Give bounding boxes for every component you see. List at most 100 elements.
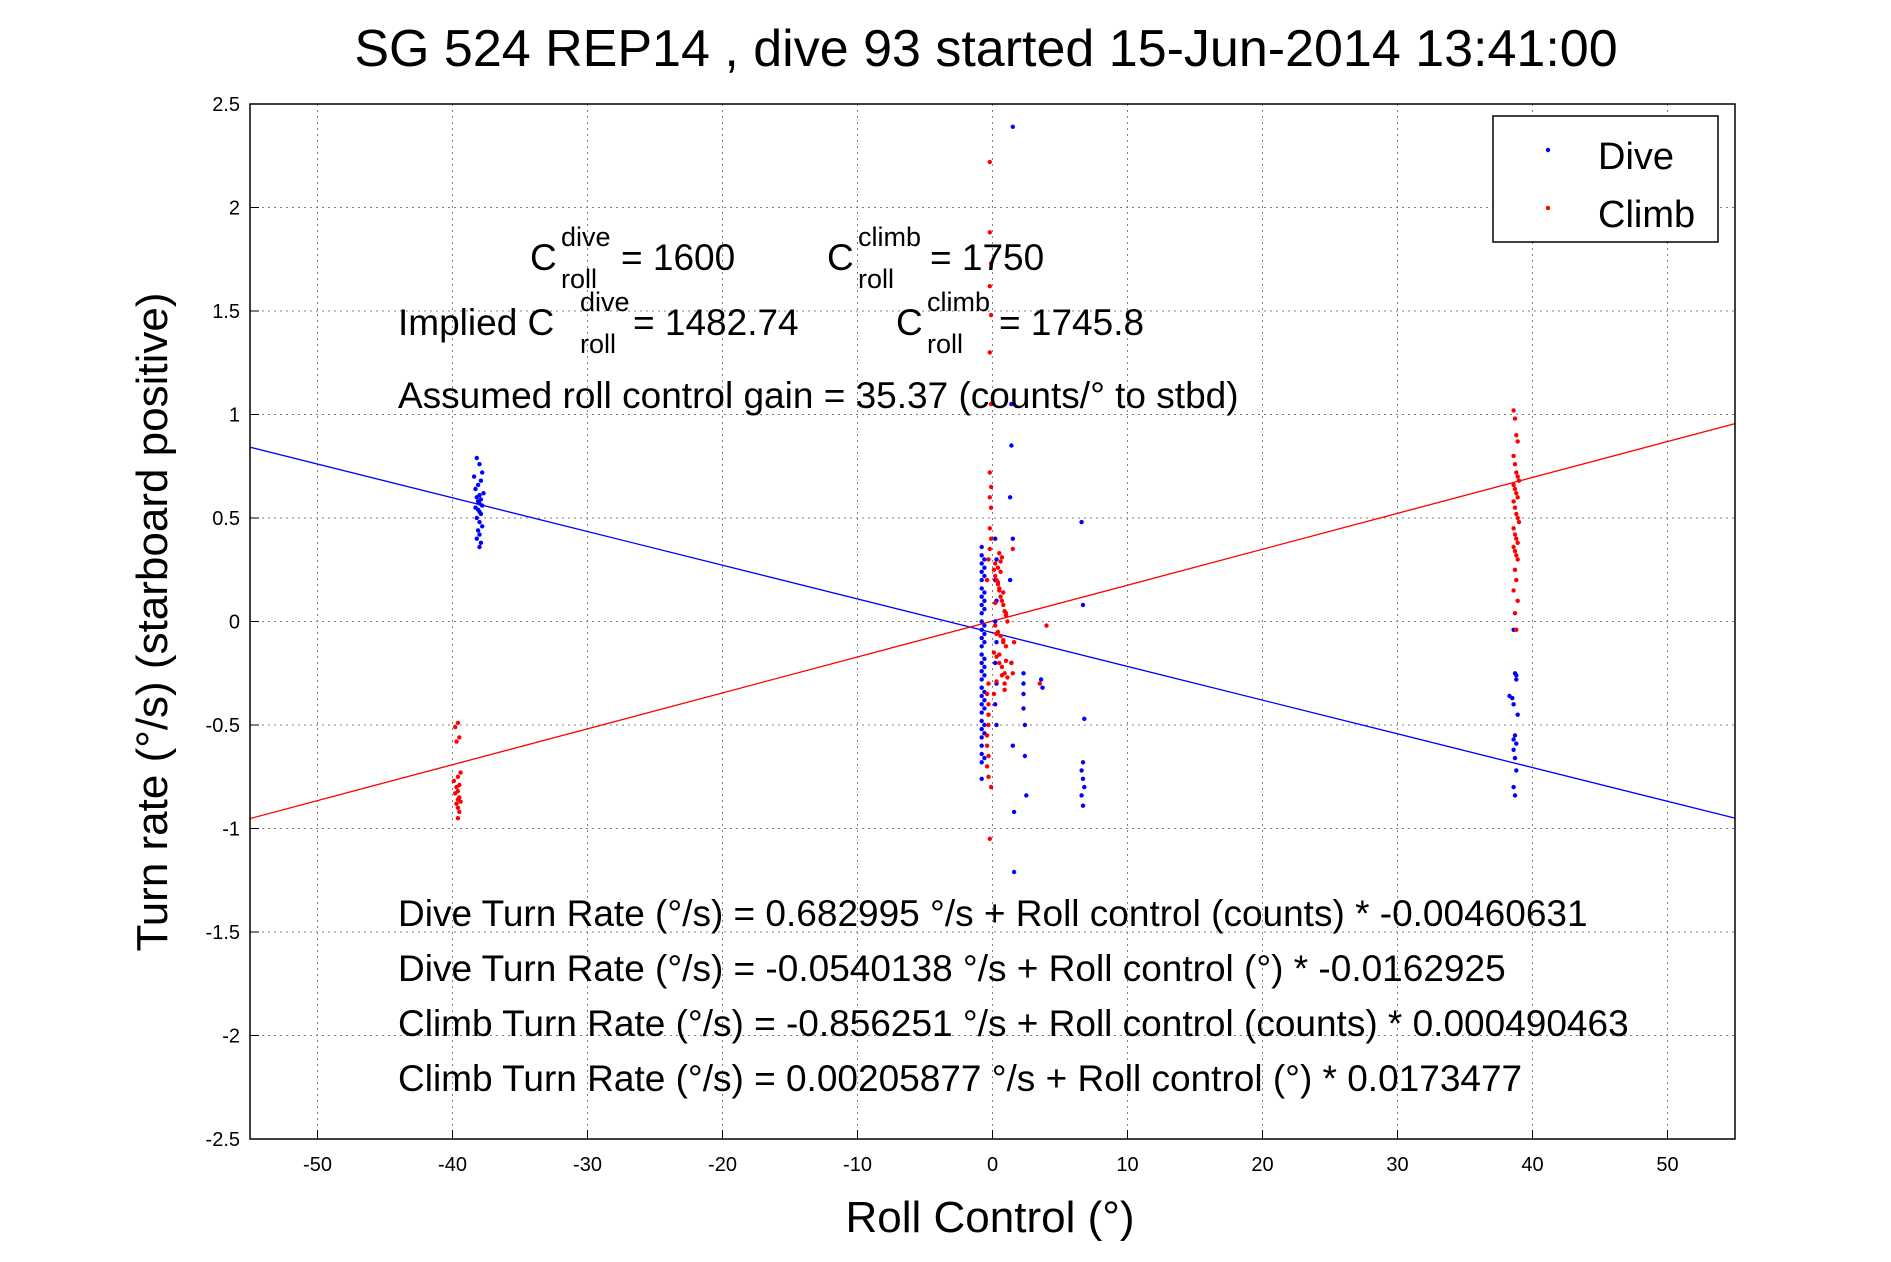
dive-point xyxy=(979,726,984,732)
dive-point xyxy=(979,751,984,757)
y-tick-label: -2.5 xyxy=(206,1129,240,1151)
cdive-sup: dive xyxy=(561,222,611,252)
climb-point xyxy=(1516,478,1522,483)
legend: Dive Climb xyxy=(1492,115,1719,243)
dive-point xyxy=(979,743,984,748)
climb-point xyxy=(988,536,994,541)
dive-point xyxy=(979,652,984,657)
climb-point xyxy=(988,261,994,266)
dive-point xyxy=(1082,716,1087,721)
climb-point xyxy=(1011,640,1017,645)
dive-point xyxy=(473,486,478,492)
climb-point xyxy=(458,770,463,775)
climb-point xyxy=(1511,453,1516,459)
dive-point xyxy=(982,631,987,637)
climb-point xyxy=(986,722,991,728)
climb-point xyxy=(999,664,1005,670)
dive-point xyxy=(478,540,484,545)
dive-point xyxy=(1040,685,1045,690)
dive-point xyxy=(994,722,999,728)
dive-point xyxy=(1514,677,1519,682)
dive-point xyxy=(1079,768,1084,773)
c-roll-annotation: C dive roll = 1600 C climb roll = 1750 I… xyxy=(398,222,1144,359)
y-tick-label: 2 xyxy=(229,198,240,220)
legend-climb-marker xyxy=(1545,205,1551,211)
y-tick-label: -0.5 xyxy=(206,715,240,737)
climb-point xyxy=(1001,602,1006,608)
y-tick-label: 0 xyxy=(229,612,240,634)
dive-point xyxy=(979,602,984,608)
climb-point xyxy=(987,836,992,841)
cdive-value: = 1600 xyxy=(621,237,735,278)
dive-points xyxy=(471,124,1520,875)
dive-point xyxy=(1512,733,1518,738)
climb-point xyxy=(1515,515,1520,521)
x-tick-label: 0 xyxy=(987,1154,998,1176)
climb-point xyxy=(999,673,1005,678)
dive-point xyxy=(993,619,998,624)
climb-point xyxy=(1514,577,1519,583)
climb-point xyxy=(454,784,459,790)
climb-point xyxy=(454,739,459,744)
dive-point xyxy=(480,524,485,529)
climb-point xyxy=(1511,482,1516,488)
dive-point xyxy=(1022,722,1028,728)
climb-point xyxy=(995,580,1001,585)
climb-point xyxy=(1511,499,1516,504)
dive-point xyxy=(1021,706,1026,711)
dive-point xyxy=(471,474,477,479)
climb-point xyxy=(988,484,994,490)
climb-point xyxy=(1512,416,1518,421)
y-tick-label: 2.5 xyxy=(212,94,240,116)
climb-point xyxy=(997,652,1002,657)
climb-point xyxy=(453,791,458,796)
climb-point xyxy=(453,724,458,730)
equation-dive-degrees: Dive Turn Rate (°/s) = -0.0540138 °/s + … xyxy=(398,948,1506,989)
x-tick-label: -50 xyxy=(303,1154,332,1176)
climb-point xyxy=(988,401,994,407)
dive-point xyxy=(979,702,984,707)
climb-point xyxy=(986,681,991,686)
chart-title: SG 524 REP14 , dive 93 started 15-Jun-20… xyxy=(354,20,1617,78)
x-tick-label: -10 xyxy=(843,1154,872,1176)
dive-point xyxy=(979,669,984,674)
climb-point xyxy=(457,735,462,740)
dive-point xyxy=(1080,776,1086,781)
climb-point xyxy=(993,600,998,606)
dive-point xyxy=(1024,793,1029,798)
climb-point xyxy=(1511,526,1516,531)
gain-annotation: Assumed roll control gain = 35.37 (count… xyxy=(398,375,1239,416)
climb-point xyxy=(1044,623,1049,628)
climb-point xyxy=(986,702,991,707)
dive-point xyxy=(1009,443,1014,448)
climb-point xyxy=(1512,532,1518,537)
y-tick-label: 1.5 xyxy=(212,301,240,323)
dive-point xyxy=(979,735,984,740)
climb-point xyxy=(993,573,998,579)
y-tick-label: 0.5 xyxy=(212,508,240,530)
climb-point xyxy=(991,567,997,572)
dive-point xyxy=(474,536,479,541)
dive-point xyxy=(1080,803,1086,808)
climb-point xyxy=(988,784,994,790)
cclimb-label: C xyxy=(827,237,854,278)
climb-point xyxy=(987,526,992,531)
dive-point xyxy=(979,718,984,724)
dive-point xyxy=(982,623,987,628)
dive-point xyxy=(979,544,984,550)
dive-point xyxy=(1082,784,1087,790)
dive-point xyxy=(994,640,999,645)
climb-point xyxy=(995,565,1001,570)
dive-point xyxy=(979,644,984,649)
dive-point xyxy=(979,561,984,566)
climb-point xyxy=(1514,536,1519,541)
legend-climb-label: Climb xyxy=(1598,194,1695,236)
climb-point xyxy=(451,778,457,784)
dive-point xyxy=(1511,702,1516,707)
climb-point xyxy=(984,577,990,583)
dive-point xyxy=(1021,691,1026,697)
dive-point xyxy=(993,660,998,666)
x-tick-label: -40 xyxy=(438,1154,467,1176)
cclimb-sup: climb xyxy=(858,222,921,252)
x-tick-label: 30 xyxy=(1386,1154,1408,1176)
